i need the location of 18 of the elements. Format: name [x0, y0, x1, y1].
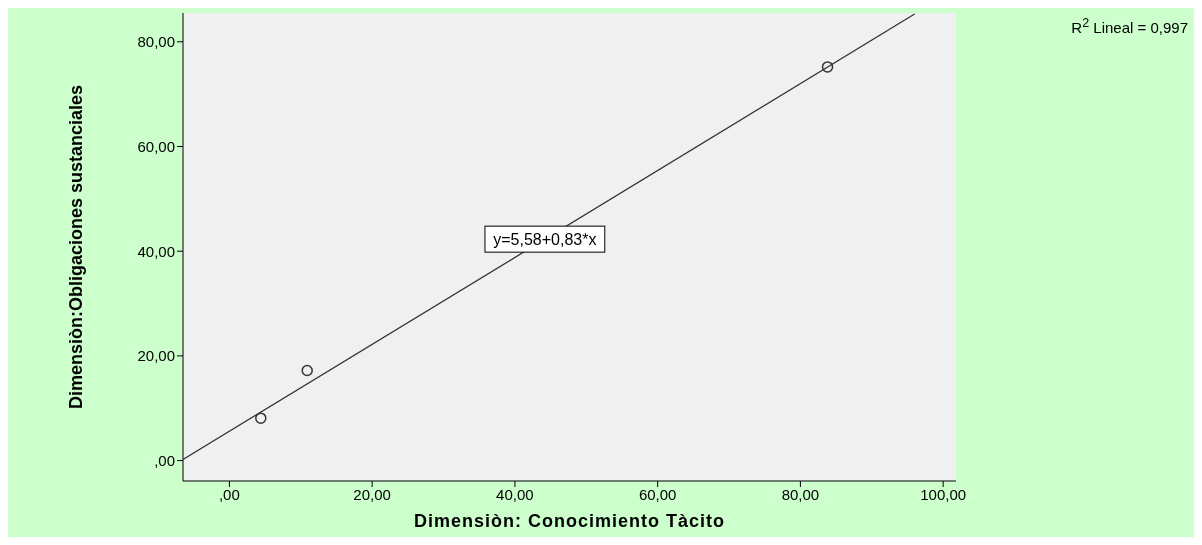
y-tick-label: 40,00 — [137, 242, 175, 260]
x-tick-label: ,00 — [218, 485, 240, 503]
y-axis-title: Dimensiòn:Obligaciones sustanciales — [66, 84, 87, 410]
annotation: y=5,58+0,83*x — [493, 231, 597, 249]
text: R$^{2}$ Lineal = 0,997 — [1071, 16, 1188, 36]
x-tick-label: 20,00 — [353, 485, 391, 503]
x-tick-label: 40,00 — [496, 485, 534, 503]
x-axis-title: Dimensiòn: Conocimiento Tàcito — [413, 511, 726, 531]
y-tick-label: ,00 — [154, 451, 175, 469]
point — [301, 364, 313, 377]
x-tick-label: 60,00 — [638, 485, 677, 503]
y-tick-label: 80,00 — [137, 33, 175, 51]
point — [255, 412, 267, 424]
point — [821, 61, 834, 73]
x-tick-label: 100,00 — [920, 485, 967, 503]
y-tick-label: 60,00 — [137, 137, 175, 155]
x-tick-label: 80,00 — [781, 485, 820, 503]
y-tick-label: 20,00 — [137, 347, 175, 365]
